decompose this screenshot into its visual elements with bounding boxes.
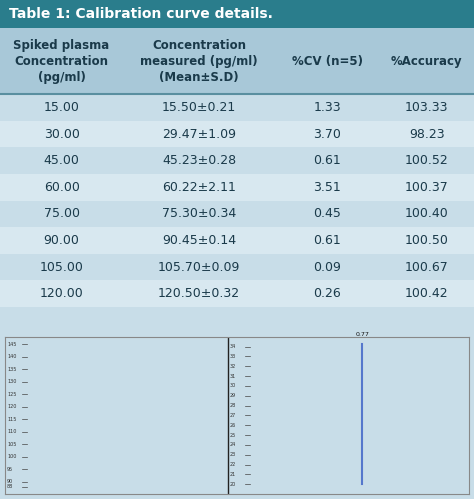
FancyBboxPatch shape xyxy=(0,0,474,28)
Text: 100.40: 100.40 xyxy=(405,208,448,221)
Text: 130: 130 xyxy=(7,379,17,384)
Text: 0.26: 0.26 xyxy=(313,287,341,300)
Text: 125: 125 xyxy=(7,392,17,397)
Text: 32: 32 xyxy=(230,364,236,369)
Text: %Accuracy: %Accuracy xyxy=(391,55,463,68)
Text: 100: 100 xyxy=(7,454,17,459)
Text: 100.67: 100.67 xyxy=(405,260,448,273)
Text: 31: 31 xyxy=(230,374,236,379)
Text: 90.00: 90.00 xyxy=(44,234,80,247)
Text: 135: 135 xyxy=(7,367,17,372)
Text: 28: 28 xyxy=(230,403,236,408)
Text: 34: 34 xyxy=(230,344,236,349)
Text: 115: 115 xyxy=(7,417,17,422)
Text: 120.00: 120.00 xyxy=(40,287,83,300)
Text: 21: 21 xyxy=(230,472,236,477)
Text: 120.50±0.32: 120.50±0.32 xyxy=(158,287,240,300)
Text: 0.45: 0.45 xyxy=(313,208,341,221)
Text: 60.22±2.11: 60.22±2.11 xyxy=(162,181,236,194)
Text: 0.09: 0.09 xyxy=(313,260,341,273)
Text: 20: 20 xyxy=(230,482,236,487)
Text: Concentration
measured (pg/ml)
(Mean±S.D): Concentration measured (pg/ml) (Mean±S.D… xyxy=(140,39,258,84)
Text: 105.00: 105.00 xyxy=(40,260,83,273)
FancyBboxPatch shape xyxy=(0,227,474,253)
FancyBboxPatch shape xyxy=(0,28,474,94)
Text: 29: 29 xyxy=(230,393,236,398)
Text: 15.50±0.21: 15.50±0.21 xyxy=(162,101,236,114)
Text: 110: 110 xyxy=(7,429,17,434)
Text: 100.52: 100.52 xyxy=(405,154,448,167)
Text: 100.50: 100.50 xyxy=(405,234,448,247)
Text: 145: 145 xyxy=(7,342,17,347)
Text: 90: 90 xyxy=(7,479,13,484)
Text: 120: 120 xyxy=(7,404,17,409)
Text: 25: 25 xyxy=(230,433,236,438)
Text: 0.61: 0.61 xyxy=(313,234,341,247)
FancyBboxPatch shape xyxy=(0,280,474,307)
Text: 75.00: 75.00 xyxy=(44,208,80,221)
Text: 1.33: 1.33 xyxy=(313,101,341,114)
FancyBboxPatch shape xyxy=(0,201,474,227)
Text: 45.23±0.28: 45.23±0.28 xyxy=(162,154,236,167)
Text: 0.77: 0.77 xyxy=(356,332,369,337)
Text: 3.51: 3.51 xyxy=(313,181,341,194)
Text: 30: 30 xyxy=(230,383,236,388)
Text: 33: 33 xyxy=(230,354,236,359)
Text: 105: 105 xyxy=(7,442,17,447)
Text: 90.45±0.14: 90.45±0.14 xyxy=(162,234,236,247)
Text: 60.00: 60.00 xyxy=(44,181,80,194)
Text: 23: 23 xyxy=(230,452,236,457)
FancyBboxPatch shape xyxy=(0,147,474,174)
Text: 95: 95 xyxy=(7,467,13,472)
FancyBboxPatch shape xyxy=(0,94,474,121)
Text: 27: 27 xyxy=(230,413,236,418)
Text: 45.00: 45.00 xyxy=(44,154,80,167)
Text: 103.33: 103.33 xyxy=(405,101,448,114)
Text: 100.42: 100.42 xyxy=(405,287,448,300)
Text: 24: 24 xyxy=(230,443,236,448)
FancyBboxPatch shape xyxy=(0,253,474,280)
Text: %CV (n=5): %CV (n=5) xyxy=(292,55,363,68)
FancyBboxPatch shape xyxy=(0,174,474,201)
Text: 22: 22 xyxy=(230,462,236,467)
Text: 140: 140 xyxy=(7,354,17,359)
Text: 3.70: 3.70 xyxy=(313,128,341,141)
Text: 15.00: 15.00 xyxy=(44,101,80,114)
Text: 105.70±0.09: 105.70±0.09 xyxy=(158,260,240,273)
Text: 100.37: 100.37 xyxy=(405,181,448,194)
Text: 26: 26 xyxy=(230,423,236,428)
Text: 75.30±0.34: 75.30±0.34 xyxy=(162,208,236,221)
Text: 0.61: 0.61 xyxy=(313,154,341,167)
FancyBboxPatch shape xyxy=(0,121,474,147)
Text: 88: 88 xyxy=(7,484,13,489)
Text: Table 1: Calibration curve details.: Table 1: Calibration curve details. xyxy=(9,7,273,21)
Text: 30.00: 30.00 xyxy=(44,128,80,141)
Text: Spiked plasma
Concentration
(pg/ml): Spiked plasma Concentration (pg/ml) xyxy=(13,39,110,84)
Text: 29.47±1.09: 29.47±1.09 xyxy=(162,128,236,141)
Text: 98.23: 98.23 xyxy=(409,128,445,141)
